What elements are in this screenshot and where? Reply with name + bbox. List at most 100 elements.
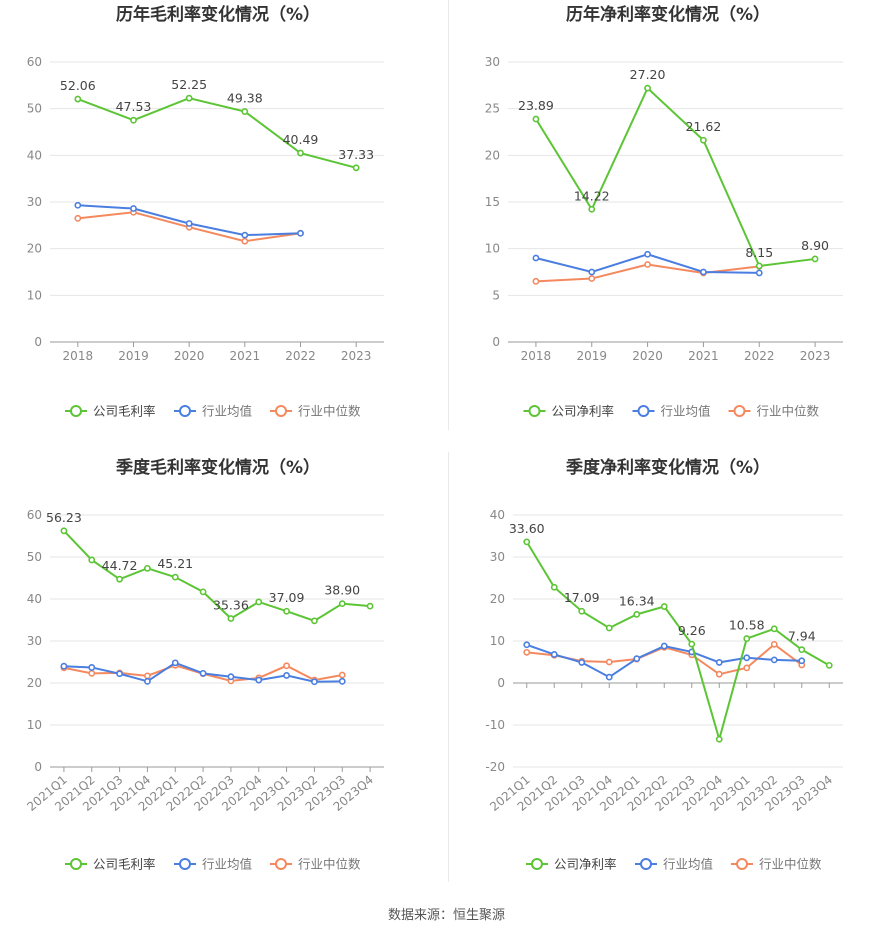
legend-marker (733, 405, 746, 417)
legend-label: 行业中位数 (298, 404, 361, 419)
x-tick-label: 2022 (285, 349, 316, 363)
data-point (605, 658, 613, 666)
data-label: 44.72 (102, 558, 138, 573)
series-line (535, 86, 816, 268)
data-point (644, 250, 651, 258)
data-label: 38.90 (324, 583, 360, 598)
data-point (755, 269, 763, 277)
data-point (199, 669, 207, 677)
y-tick-label: 20 (27, 676, 42, 690)
legend-label: 公司毛利率 (93, 857, 156, 872)
data-label: 37.09 (269, 590, 305, 605)
data-point (578, 659, 586, 666)
data-point (532, 277, 540, 285)
data-point (255, 676, 263, 684)
y-tick-label: 10 (27, 718, 42, 732)
data-point (144, 564, 151, 572)
data-label: 52.06 (60, 78, 96, 93)
y-tick-label: 60 (27, 508, 42, 522)
series-line (525, 541, 830, 743)
y-tick-label: 40 (27, 148, 42, 162)
y-tick-label: 20 (490, 592, 505, 606)
data-point (715, 659, 723, 666)
y-tick-label: 30 (490, 550, 505, 564)
data-point (770, 640, 778, 648)
data-point (660, 642, 668, 650)
x-tick-label: 2021 (688, 349, 719, 363)
legend-marker (531, 858, 543, 870)
y-tick-label: 0 (34, 335, 42, 349)
data-point (311, 617, 318, 625)
data-point (532, 115, 540, 123)
legend-label: 公司净利率 (552, 404, 615, 419)
data-point (116, 670, 123, 678)
legend-label: 行业均值 (663, 857, 713, 872)
legend-label: 行业均值 (661, 404, 711, 419)
data-point (825, 661, 833, 669)
y-tick-label: 60 (27, 55, 42, 69)
y-tick-label: 0 (34, 760, 42, 774)
data-point (644, 261, 651, 268)
legend-marker (736, 858, 748, 870)
data-point (283, 607, 290, 615)
legend-label: 行业均值 (202, 404, 252, 419)
y-tick-label: 30 (485, 55, 500, 69)
column-divider-bottom (448, 452, 449, 882)
data-point (144, 677, 151, 685)
data-point (88, 664, 96, 671)
x-tick-label: 2019 (576, 349, 607, 363)
legend-marker (637, 405, 650, 417)
series-line (63, 530, 371, 622)
data-point (60, 662, 68, 670)
data-point (550, 583, 558, 591)
data-point (60, 527, 68, 535)
data-point (644, 84, 651, 92)
data-label: 27.20 (630, 67, 666, 82)
legend-marker (70, 858, 82, 870)
data-label: 40.49 (283, 132, 319, 147)
x-tick-label: 2021 (230, 349, 261, 363)
data-point (130, 205, 137, 212)
data-point (338, 671, 346, 679)
y-tick-label: 15 (485, 195, 500, 209)
data-point (227, 673, 235, 681)
data-point (241, 108, 249, 115)
y-tick-label: 25 (485, 102, 500, 116)
data-point (743, 664, 751, 672)
x-tick-label: 2018 (63, 349, 94, 363)
data-point (311, 678, 318, 686)
data-source-note: 数据来源：恒生聚源 (387, 908, 505, 923)
data-point (700, 136, 707, 144)
data-point (227, 615, 235, 622)
y-tick-label: 30 (27, 634, 42, 648)
data-label: 8.90 (801, 238, 829, 253)
data-label: 35.36 (213, 597, 249, 612)
data-point (283, 672, 290, 679)
data-point (88, 556, 96, 564)
data-label: 16.34 (619, 593, 655, 608)
data-point (144, 672, 151, 680)
data-point (588, 268, 596, 276)
data-point (700, 268, 707, 276)
legend-label: 行业中位数 (759, 857, 822, 872)
data-point (241, 231, 249, 239)
y-tick-label: 50 (27, 550, 42, 564)
data-label: 9.26 (678, 623, 706, 638)
legend-marker (70, 405, 82, 417)
data-label: 47.53 (116, 99, 152, 114)
data-point (550, 651, 558, 658)
y-tick-label: 50 (27, 102, 42, 116)
data-label: 8.15 (745, 245, 773, 260)
data-point (185, 220, 193, 227)
y-tick-label: 40 (490, 508, 505, 522)
series-line (77, 97, 357, 169)
data-point (199, 588, 207, 596)
data-label: 10.58 (729, 618, 765, 633)
y-tick-label: 20 (27, 242, 42, 256)
data-point (605, 673, 613, 681)
data-point (116, 575, 123, 583)
data-label: 7.94 (788, 629, 816, 644)
y-tick-label: -10 (485, 718, 505, 732)
